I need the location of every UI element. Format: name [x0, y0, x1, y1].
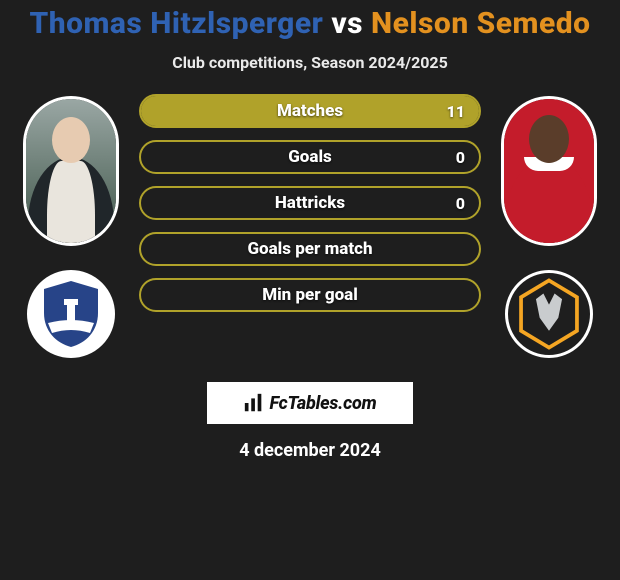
player-right-name: Nelson Semedo [371, 6, 591, 41]
date-text: 4 december 2024 [239, 440, 381, 461]
stat-label: Hattricks [141, 193, 479, 213]
stat-label: Goals per match [141, 239, 479, 259]
comparison-body: Matches11Goals0Hattricks0Goals per match… [0, 90, 620, 358]
stat-pill: Matches11 [139, 94, 481, 128]
wolf-icon [508, 273, 590, 355]
player-right-avatar [501, 96, 597, 246]
stats-list: Matches11Goals0Hattricks0Goals per match… [139, 90, 481, 312]
shield-icon [40, 279, 102, 349]
stat-pill: Min per goal [139, 278, 481, 312]
club-left-badge [27, 270, 115, 358]
stat-label: Goals [141, 147, 479, 167]
bars-icon [243, 392, 265, 414]
left-column [21, 90, 121, 358]
comparison-card: Thomas Hitzlsperger vs Nelson Semedo Clu… [0, 0, 620, 461]
stat-pill: Goals per match [139, 232, 481, 266]
player-left-name: Thomas Hitzlsperger [29, 6, 323, 41]
page-title: Thomas Hitzlsperger vs Nelson Semedo [29, 6, 590, 41]
stat-value-right: 11 [447, 102, 465, 121]
brand-badge: FcTables.com [207, 382, 413, 424]
stat-pill: Hattricks0 [139, 186, 481, 220]
stat-label: Min per goal [141, 285, 479, 305]
player-left-avatar [23, 96, 119, 246]
stat-value-right: 0 [456, 148, 465, 167]
subtitle: Club competitions, Season 2024/2025 [172, 53, 448, 72]
right-column [499, 90, 599, 358]
stat-label: Matches [141, 101, 479, 121]
brand-text: FcTables.com [269, 393, 376, 414]
stat-pill: Goals0 [139, 140, 481, 174]
stat-value-right: 0 [456, 194, 465, 213]
vs-separator: vs [331, 6, 371, 41]
club-right-badge [505, 270, 593, 358]
